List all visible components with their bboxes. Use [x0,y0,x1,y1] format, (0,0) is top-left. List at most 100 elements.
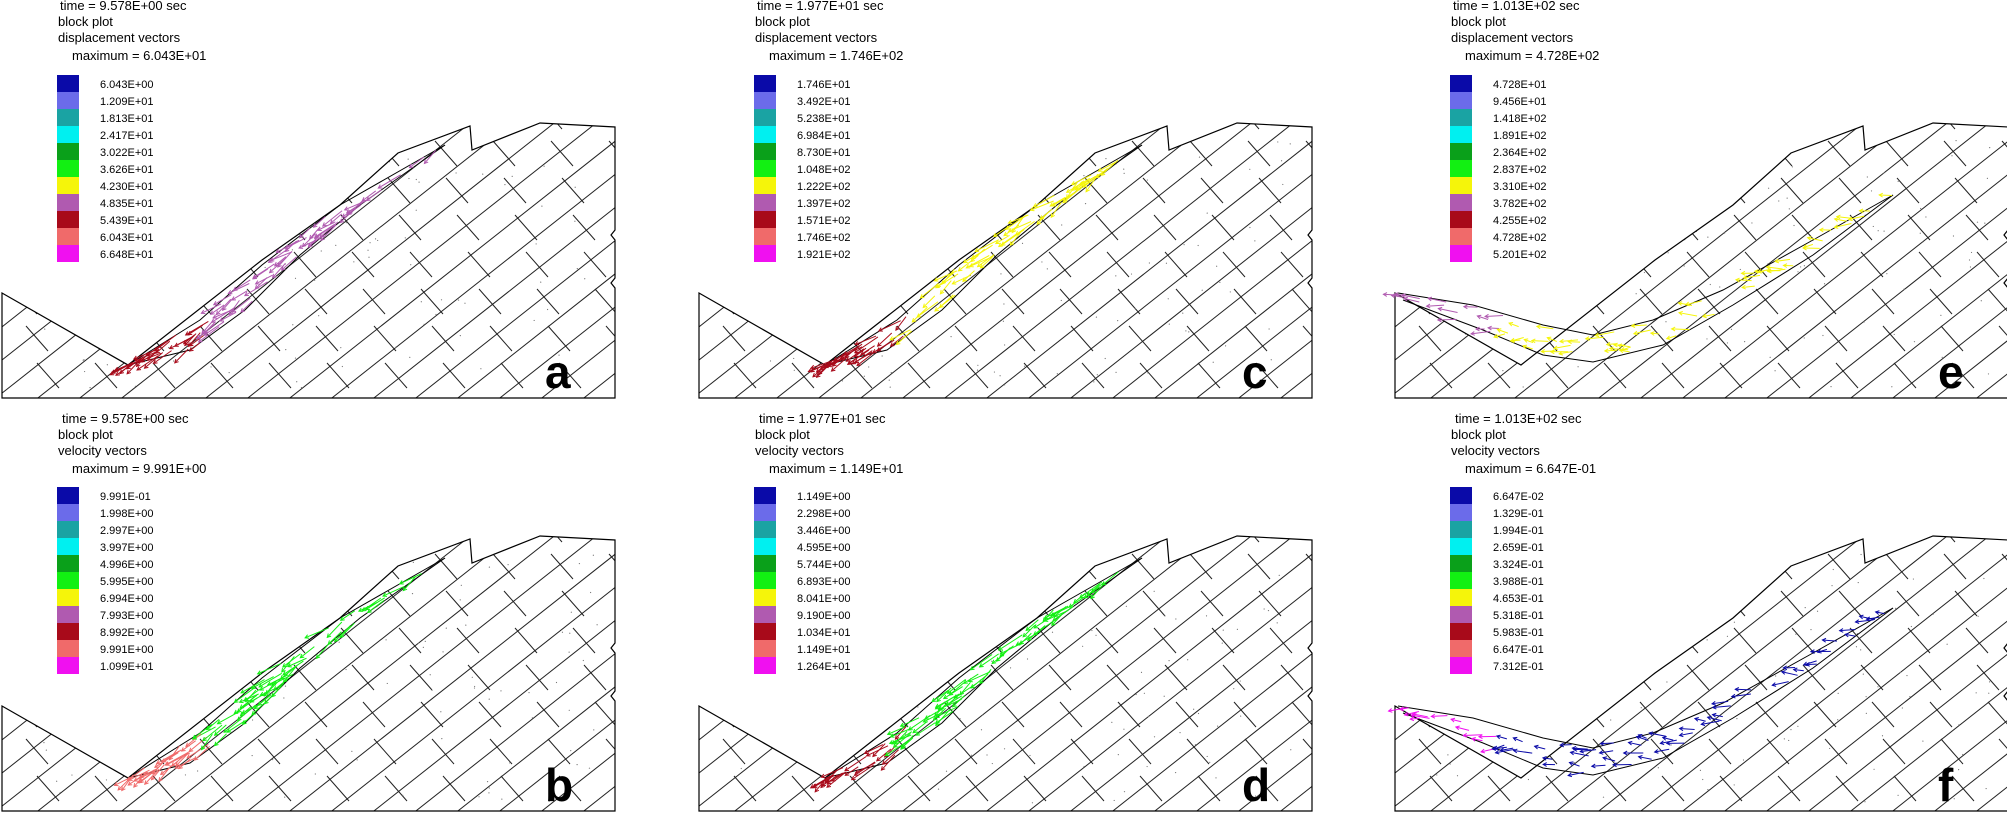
grid-point [945,770,948,772]
vector-arrow [1450,718,1462,723]
grid-point [1009,667,1012,669]
vector-arrow-head [109,371,115,376]
grid-point [1104,357,1106,360]
joint-line [471,536,615,811]
cross-joint [1247,140,1271,167]
cross-joint [478,288,502,315]
grid-point [937,788,940,790]
cross-joint [852,178,874,203]
vector-arrow-head [1630,323,1636,329]
cross-joint [1110,67,1132,92]
cross-joint [907,775,931,802]
vector-arrow [1085,176,1097,193]
grid-point [1175,618,1177,620]
vector-arrow [257,663,282,675]
vector-arrow [1090,583,1105,599]
vector-arrow [922,295,936,308]
grid-point [1282,183,1284,186]
grid-point [1123,728,1125,730]
cross-joint [1842,0,1864,18]
grid-point [574,220,576,222]
grid-point [197,770,199,772]
joint-line [1395,536,1742,811]
cross-joint [1639,701,1663,728]
cross-joint [885,702,907,727]
cross-joint [387,590,411,617]
cross-joint [1215,443,1237,468]
vector-arrow [881,754,896,771]
cross-joint [1665,591,1687,616]
vector-arrow [201,303,222,314]
cross-joint [1595,553,1619,580]
cross-joint [1328,215,1350,240]
cross-joint [968,177,992,204]
grid-point [1865,696,1867,698]
cross-joint [1247,553,1271,580]
cross-joint [699,627,713,654]
cross-joint [780,738,804,765]
cross-joint [1012,738,1036,765]
cross-joint [94,362,118,389]
cross-joint [1375,591,1397,616]
vector-arrow-head [209,310,215,315]
vector-arrow-head [216,720,222,725]
cross-joint [455,813,477,819]
cross-joint [166,627,190,654]
grid-point [1769,356,1771,358]
cross-joint [191,536,215,543]
cross-joint [632,215,654,240]
grid-point [504,183,506,186]
cross-joint [1197,775,1221,802]
cross-joint [620,591,642,616]
vector-arrow [1076,179,1092,191]
cross-joint [1004,536,1028,543]
vector-arrow [1743,274,1761,279]
cross-joint [899,141,921,166]
legend-value: 6.043E+01 [100,232,154,244]
cross-joint [529,67,551,92]
vector-arrow-head [951,280,957,285]
cross-joint [257,738,281,765]
cross-joint [1690,480,1712,505]
cross-joint [1088,406,1110,431]
cross-joint [275,406,297,431]
vector-arrow-head [807,368,813,373]
cross-joint [297,480,319,505]
cross-joint [1411,104,1433,129]
cross-joint [1397,665,1419,690]
cross-joint [188,701,212,728]
vector-arrow [281,256,297,271]
cross-joint [1314,776,1336,801]
cross-joint [222,813,244,819]
vector-arrow [1536,325,1554,330]
cross-joint [725,140,749,167]
grid-point [188,378,190,380]
cross-joint [1236,517,1258,542]
legend-swatch [754,487,776,504]
cross-joint [1272,30,1294,55]
grid-point [1952,235,1955,237]
cross-joint [1596,554,1618,579]
cross-joint [1549,178,1571,203]
vector-arrow [192,724,213,740]
cross-joint [1255,362,1279,389]
cross-joint [1339,665,1361,690]
cross-joint [608,140,615,167]
joint-line [93,536,475,811]
vector-arrow-head [1878,192,1884,198]
vector-arrow-head [883,753,889,758]
cross-joint [874,251,898,278]
cross-joint [634,443,656,468]
vector-arrow [896,330,912,345]
cross-joint [689,215,711,240]
cross-joint [373,738,397,765]
vector-field [1387,610,1885,778]
grid-point [991,762,993,765]
cross-joint [703,67,725,92]
cross-joint [268,775,292,802]
grid-point [1164,227,1166,229]
grid-point [345,668,347,671]
cross-joint [1795,30,1817,55]
vector-field [1382,192,1893,356]
cross-joint [1712,554,1734,579]
